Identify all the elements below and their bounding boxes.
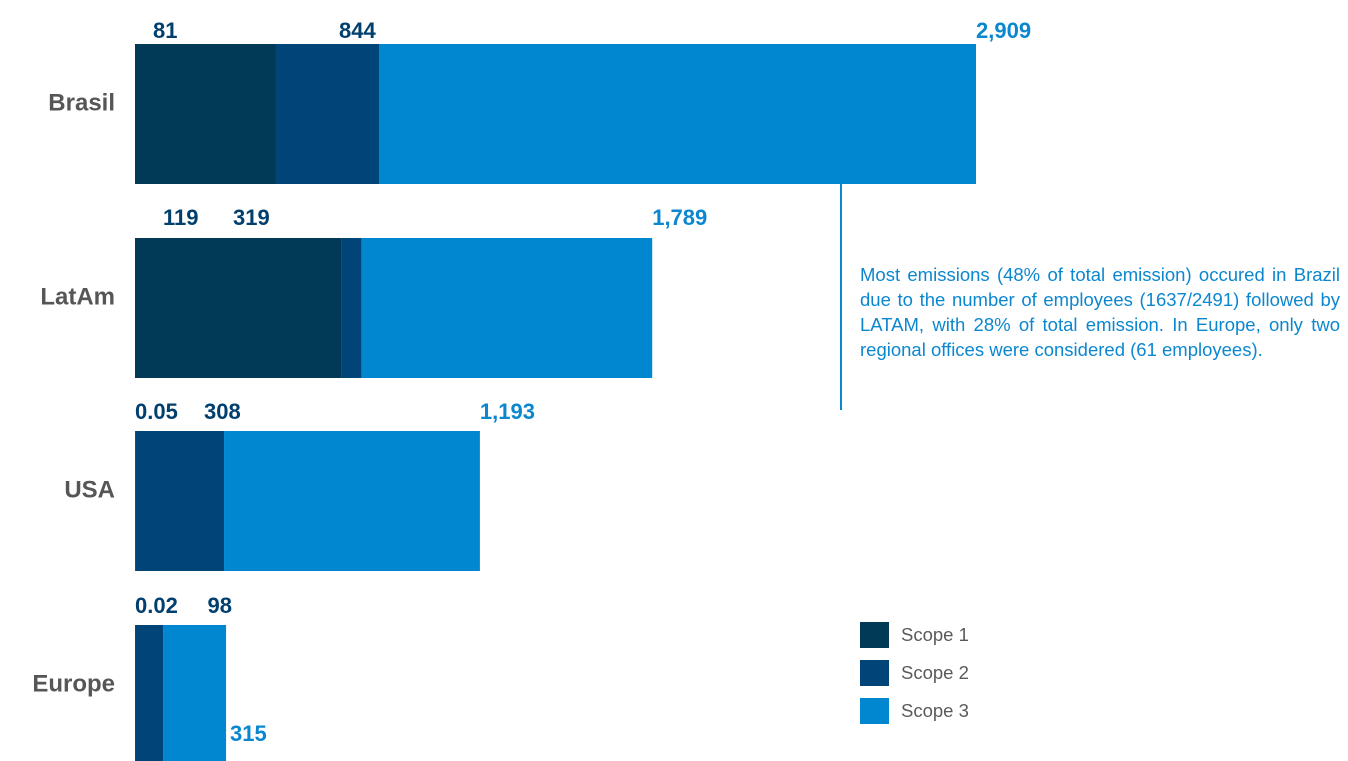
legend-swatch-scope-3 bbox=[860, 698, 889, 724]
bar-europe-scope-2 bbox=[135, 625, 164, 761]
bar-latam-scope-2 bbox=[341, 238, 362, 378]
emissions-note: Most emissions (48% of total emission) o… bbox=[860, 264, 1340, 360]
legend-label-scope-1: Scope 1 bbox=[901, 624, 969, 645]
legend: Scope 1 Scope 2 Scope 3 bbox=[860, 622, 969, 736]
value-label-latam-scope-3: 1,789 bbox=[652, 205, 707, 230]
legend-item-scope-3: Scope 3 bbox=[860, 698, 969, 724]
value-label-brasil-scope-3: 2,909 bbox=[976, 18, 1031, 43]
category-label-europe: Europe bbox=[32, 670, 115, 697]
category-label-latam: LatAm bbox=[40, 283, 115, 310]
bar-latam-scope-1 bbox=[135, 238, 342, 378]
value-label-usa-scope-3: 1,193 bbox=[480, 399, 535, 424]
category-label-brasil: Brasil bbox=[48, 89, 115, 116]
value-label-latam-scope-2: 319 bbox=[233, 205, 270, 230]
value-label-latam-scope-1: 119 bbox=[163, 205, 199, 230]
legend-item-scope-1: Scope 1 bbox=[860, 622, 969, 648]
legend-label-scope-2: Scope 2 bbox=[901, 662, 969, 683]
bar-usa-scope-2 bbox=[135, 431, 225, 571]
bar-latam-scope-3 bbox=[361, 238, 653, 378]
bar-brasil-scope-3 bbox=[379, 44, 976, 184]
value-label-brasil-scope-2: 844 bbox=[339, 18, 376, 43]
bar-usa-scope-3 bbox=[224, 431, 480, 571]
value-label-europe-scope-1: 0.02 bbox=[135, 593, 178, 618]
legend-label-scope-3: Scope 3 bbox=[901, 700, 969, 721]
value-label-brasil-scope-1: 81 bbox=[153, 18, 177, 43]
bar-brasil-scope-2 bbox=[275, 44, 380, 184]
bar-brasil-scope-1 bbox=[135, 44, 276, 184]
value-label-usa-scope-2: 308 bbox=[204, 399, 241, 424]
legend-swatch-scope-1 bbox=[860, 622, 889, 648]
value-label-europe-scope-2: 98 bbox=[208, 593, 232, 618]
legend-item-scope-2: Scope 2 bbox=[860, 660, 969, 686]
value-label-usa-scope-1: 0.05 bbox=[135, 399, 178, 424]
bar-europe-scope-3 bbox=[163, 625, 227, 761]
legend-swatch-scope-2 bbox=[860, 660, 889, 686]
category-label-usa: USA bbox=[64, 476, 115, 503]
value-label-europe-scope-3: 315 bbox=[230, 721, 267, 746]
